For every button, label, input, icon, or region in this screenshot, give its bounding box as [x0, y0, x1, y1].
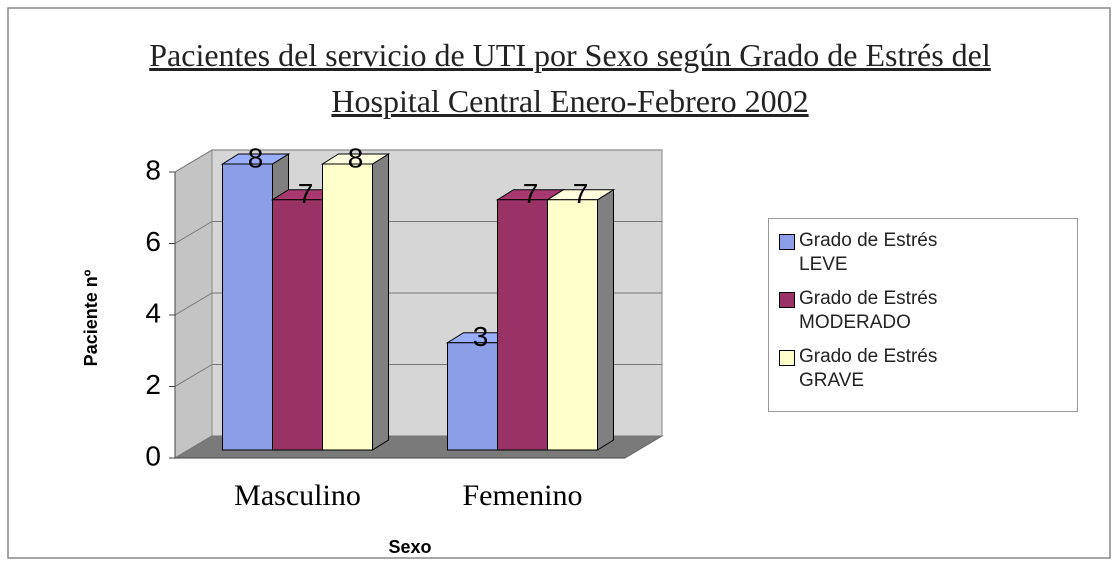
- y-tick-label: 0: [145, 440, 161, 471]
- grid-line: [174, 292, 213, 316]
- legend-label: Grado de Estrés MODERADO: [799, 288, 938, 333]
- x-tick-label: Masculino: [234, 479, 361, 512]
- y-tick-label: 8: [145, 154, 161, 185]
- grid-line: [174, 364, 213, 387]
- legend-label: Grado de Estrés GRAVE: [799, 346, 938, 391]
- data-label: 8: [348, 142, 364, 173]
- x-tick-label: Femenino: [463, 479, 583, 512]
- legend-entry: Grado de Estrés LEVE: [779, 229, 1077, 277]
- legend-swatch: [779, 350, 795, 366]
- grid-line: [174, 435, 213, 459]
- data-label: 7: [298, 178, 314, 209]
- legend-entry: Grado de Estrés GRAVE: [779, 345, 1077, 393]
- legend-swatch: [779, 234, 795, 250]
- legend-entry: Grado de Estrés MODERADO: [779, 287, 1077, 335]
- data-label: 8: [248, 142, 264, 173]
- y-axis-label: Paciente nº: [81, 269, 101, 366]
- bar-side: [597, 188, 614, 451]
- bar: [547, 199, 598, 451]
- legend: Grado de Estrés LEVE Grado de Estrés MODE…: [768, 218, 1078, 412]
- bar-side: [372, 153, 389, 451]
- legend-swatch: [779, 292, 795, 308]
- data-label: 3: [473, 321, 489, 352]
- y-tick-label: 6: [145, 226, 161, 257]
- bar: [322, 163, 373, 451]
- y-tick-label: 4: [145, 297, 161, 328]
- x-axis-label: Sexo: [388, 537, 431, 557]
- bar: [447, 342, 498, 451]
- data-label: 7: [523, 178, 539, 209]
- legend-label: Grado de Estrés LEVE: [799, 230, 938, 275]
- chart-title: Pacientes del servicio de UTI por Sexo s…: [149, 37, 991, 119]
- grid-line: [174, 149, 213, 173]
- data-label: 7: [573, 178, 589, 209]
- bar: [222, 163, 273, 451]
- frame: [7, 7, 1111, 559]
- bar: [272, 199, 323, 451]
- bar: [497, 199, 548, 451]
- y-tick-label: 2: [145, 369, 161, 400]
- grid-line: [174, 221, 213, 244]
